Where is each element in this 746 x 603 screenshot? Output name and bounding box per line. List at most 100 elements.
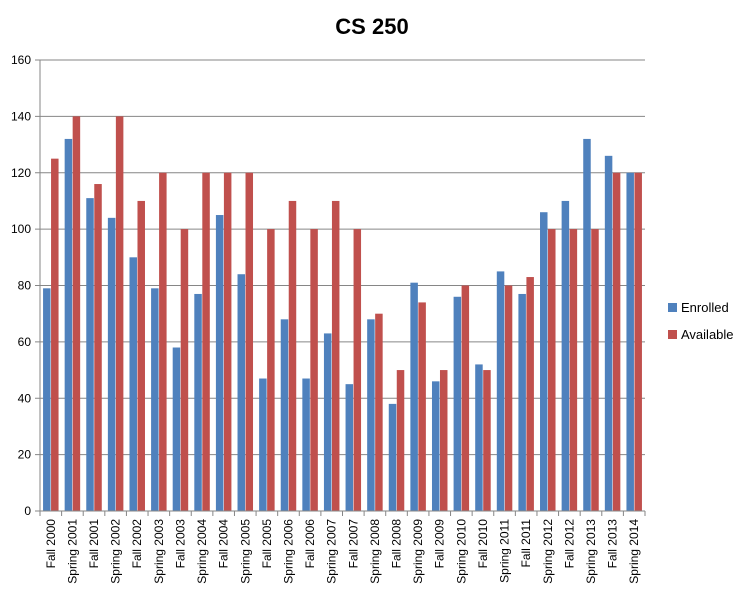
x-tick-label: Spring 2012 — [541, 519, 555, 584]
y-axis-ticks: 0 20 40 60 80 100 120 140 160 — [11, 53, 40, 518]
bar-available — [353, 229, 362, 511]
bar-available — [51, 158, 59, 511]
x-tick-label: Spring 2014 — [627, 519, 641, 584]
chart-title: CS 250 — [335, 14, 408, 39]
x-tick-label: Spring 2008 — [368, 519, 382, 584]
bar-enrolled — [129, 257, 137, 511]
y-tick-label: 140 — [11, 109, 31, 123]
x-tick-label: Spring 2011 — [498, 519, 512, 583]
x-tick-label: Spring 2001 — [65, 519, 79, 584]
bar-available — [548, 229, 556, 511]
legend-label-available: Available — [681, 327, 734, 342]
bar-available — [245, 172, 254, 511]
bar-available — [375, 313, 383, 511]
x-tick-label: Fall 2013 — [606, 519, 620, 569]
x-tick-label: Fall 2010 — [476, 519, 490, 569]
x-axis-ticks: Fall 2000 Spring 2001 Fall 2001 Spring 2002… — [39, 511, 646, 584]
y-tick-label: 120 — [11, 166, 31, 180]
bar-enrolled — [280, 319, 289, 511]
bar-enrolled — [518, 293, 526, 511]
bar-available — [483, 370, 491, 511]
x-tick-label: Spring 2009 — [411, 519, 425, 584]
bar-available — [288, 200, 297, 511]
bar-enrolled — [151, 288, 159, 511]
bar-enrolled — [410, 282, 418, 511]
x-tick-label: Fall 2009 — [433, 519, 447, 569]
x-tick-label: Spring 2004 — [195, 519, 209, 584]
bar-available — [331, 200, 340, 511]
x-tick-label: Spring 2002 — [109, 519, 123, 584]
bar-enrolled — [172, 347, 181, 511]
bar-enrolled — [540, 212, 548, 511]
bar-available — [396, 370, 405, 511]
legend-swatch-enrolled — [668, 303, 677, 312]
bar-enrolled — [302, 378, 310, 511]
x-tick-label: Fall 2007 — [346, 519, 360, 569]
bar-available — [115, 116, 124, 511]
x-tick-label: Fall 2012 — [562, 519, 576, 569]
y-tick-label: 0 — [24, 504, 31, 518]
x-tick-label: Spring 2007 — [325, 519, 339, 584]
bar-available — [72, 116, 81, 511]
x-tick-label: Fall 2008 — [390, 519, 404, 569]
y-tick-label: 60 — [18, 335, 32, 349]
y-tick-label: 20 — [18, 448, 32, 462]
bar-available — [137, 200, 145, 511]
bar-enrolled — [453, 296, 462, 511]
x-tick-label: Spring 2006 — [281, 519, 295, 584]
x-tick-label: Fall 2000 — [44, 519, 58, 569]
bar-available — [180, 229, 189, 511]
bar-enrolled — [475, 364, 483, 511]
y-tick-label: 40 — [18, 391, 32, 405]
bar-available — [223, 172, 232, 511]
x-tick-label: Spring 2013 — [584, 519, 598, 584]
bar-enrolled — [107, 217, 116, 511]
legend-swatch-available — [668, 330, 677, 339]
legend: Enrolled Available — [668, 300, 734, 342]
x-tick-label: Fall 2005 — [260, 519, 274, 569]
bar-enrolled — [626, 172, 634, 511]
x-tick-label: Spring 2005 — [238, 519, 252, 584]
bar-available — [94, 184, 102, 511]
bar-available — [439, 370, 448, 511]
bar-enrolled — [345, 384, 354, 511]
bar-enrolled — [323, 333, 332, 511]
x-tick-label: Spring 2003 — [152, 519, 166, 584]
x-tick-label: Fall 2001 — [87, 519, 101, 569]
y-tick-label: 160 — [11, 53, 31, 67]
legend-label-enrolled: Enrolled — [681, 300, 729, 315]
bar-available — [591, 229, 599, 511]
bar-enrolled — [64, 138, 73, 512]
x-tick-label: Fall 2004 — [217, 519, 231, 569]
bar-enrolled — [583, 138, 591, 512]
bar-enrolled — [604, 155, 613, 511]
bar-enrolled — [496, 271, 505, 511]
x-tick-label: Fall 2002 — [130, 519, 144, 569]
bar-enrolled — [561, 200, 570, 511]
y-tick-label: 100 — [11, 222, 31, 236]
x-tick-label: Fall 2006 — [303, 519, 317, 569]
x-tick-label: Spring 2010 — [454, 519, 468, 584]
bar-available — [418, 302, 426, 511]
bar-enrolled — [367, 319, 375, 511]
x-tick-label: Fall 2003 — [173, 519, 187, 569]
bar-enrolled — [86, 198, 94, 511]
bar-available — [267, 229, 275, 511]
bar-available — [526, 277, 534, 511]
bars — [43, 116, 642, 512]
bar-available — [612, 172, 621, 511]
bar-available — [569, 229, 578, 511]
y-tick-label: 80 — [18, 279, 32, 293]
bar-enrolled — [194, 293, 202, 511]
bar-available — [159, 172, 167, 511]
bar-enrolled — [259, 378, 267, 511]
bar-enrolled — [237, 274, 246, 511]
bar-available — [504, 285, 513, 511]
x-tick-label: Fall 2011 — [519, 519, 533, 568]
bar-enrolled — [215, 215, 224, 511]
bar-available — [310, 229, 318, 511]
bar-enrolled — [388, 403, 397, 511]
bar-enrolled — [43, 288, 51, 511]
bar-available — [461, 285, 470, 511]
